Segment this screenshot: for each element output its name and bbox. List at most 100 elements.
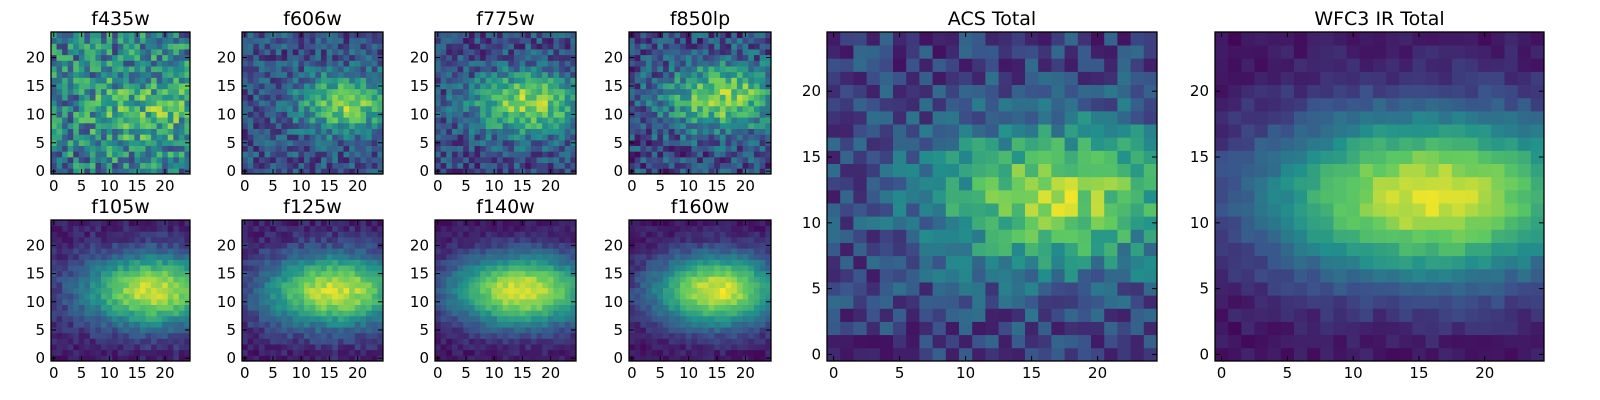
heatmap-cell <box>708 49 715 56</box>
heatmap-cell <box>714 321 721 328</box>
heatmap-cell <box>491 37 498 44</box>
heatmap-cell <box>559 253 566 260</box>
heatmap-cell <box>651 134 658 141</box>
heatmap-cell <box>309 332 316 339</box>
heatmap-cell <box>117 100 124 107</box>
heatmap-cell <box>519 122 526 129</box>
heatmap-cell <box>457 355 464 362</box>
heatmap-cell <box>697 321 704 328</box>
heatmap-cell <box>51 315 57 322</box>
heatmap-cell <box>123 265 130 272</box>
heatmap-cell <box>646 134 653 141</box>
heatmap-cell <box>134 83 141 90</box>
heatmap-cell <box>315 298 322 305</box>
heatmap-cell <box>360 349 367 356</box>
heatmap-cell <box>497 338 504 345</box>
heatmap-cell <box>67 32 74 39</box>
heatmap-cell <box>553 111 560 118</box>
heatmap-cell <box>553 37 560 44</box>
heatmap-cell <box>281 111 288 118</box>
heatmap-cell <box>491 327 498 334</box>
heatmap-cell <box>242 253 249 260</box>
heatmap-cell <box>242 282 249 289</box>
heatmap-cell <box>106 282 113 289</box>
heatmap-cell <box>542 139 549 146</box>
heatmap-cell <box>736 162 743 169</box>
heatmap-cell <box>714 134 721 141</box>
heatmap-cell <box>742 83 749 90</box>
heatmap-cell <box>178 54 185 61</box>
heatmap-cell <box>468 134 475 141</box>
heatmap-cell <box>332 315 339 322</box>
heatmap-cell <box>178 338 185 345</box>
heatmap-cell <box>685 88 692 95</box>
heatmap-cell <box>253 83 260 90</box>
heatmap-cell <box>89 327 96 334</box>
heatmap-cell <box>320 242 327 249</box>
heatmap-cell <box>468 293 475 300</box>
heatmap-cell <box>457 293 464 300</box>
heatmap-cell <box>657 128 664 135</box>
heatmap-cell <box>474 231 481 238</box>
heatmap-cell <box>326 66 333 73</box>
heatmap-cell <box>89 117 96 124</box>
heatmap-cell <box>463 105 470 112</box>
heatmap-cell <box>253 100 260 107</box>
heatmap-cell <box>564 282 571 289</box>
heatmap-cell <box>685 276 692 283</box>
heatmap-cell <box>151 327 158 334</box>
heatmap-cell <box>366 88 373 95</box>
heatmap-cell <box>680 321 687 328</box>
heatmap-cell <box>123 293 130 300</box>
heatmap-cell <box>513 287 520 294</box>
heatmap-cell <box>559 265 566 272</box>
heatmap-cell <box>502 156 509 164</box>
heatmap-cell <box>463 242 470 249</box>
heatmap-cell <box>178 66 185 73</box>
heatmap-cell <box>508 71 515 78</box>
heatmap-cell <box>112 220 119 227</box>
heatmap-cell <box>101 259 107 266</box>
heatmap-cells-f435w <box>51 32 191 175</box>
heatmap-cell <box>298 83 305 90</box>
heatmap-cell <box>360 43 367 50</box>
heatmap-cell <box>349 128 356 135</box>
heatmap-cell <box>697 43 704 50</box>
heatmap-cell <box>134 94 141 101</box>
heatmap-cell <box>508 60 515 67</box>
heatmap-cell <box>156 304 163 311</box>
heatmap-cell <box>753 298 761 305</box>
heatmap-cell <box>78 338 85 345</box>
heatmap-cell <box>247 66 254 73</box>
heatmap-cell <box>151 94 158 101</box>
heatmap-cell <box>264 220 271 227</box>
heatmap-cell <box>629 293 636 300</box>
heatmap-cell <box>634 349 641 356</box>
heatmap-cell <box>663 94 670 101</box>
heatmap-cell <box>371 145 378 152</box>
heatmap-cell <box>742 338 749 345</box>
heatmap-cell <box>184 310 191 317</box>
heatmap-cell <box>162 276 169 283</box>
heatmap-cell <box>354 231 361 238</box>
heatmap-cell <box>145 304 152 311</box>
heatmap-cell <box>491 71 498 78</box>
heatmap-cell <box>101 37 107 44</box>
heatmap-cell <box>287 298 294 305</box>
heatmap-cell <box>634 77 641 84</box>
heatmap-cell <box>134 37 141 44</box>
heatmap-cell <box>67 298 74 305</box>
heatmap-cell <box>634 287 641 294</box>
heatmap-cell <box>151 162 158 169</box>
heatmap-cell <box>106 100 113 107</box>
heatmap-cell <box>553 265 560 272</box>
heatmap-cell <box>446 298 453 305</box>
heatmap-cell <box>657 304 664 311</box>
heatmap-cell <box>440 60 447 67</box>
heatmap-cell <box>491 236 498 243</box>
heatmap-cell <box>759 88 766 95</box>
heatmap-cell <box>570 100 577 107</box>
heatmap-cell <box>753 134 761 141</box>
heatmap-cell <box>559 321 566 328</box>
heatmap-cell <box>167 349 174 356</box>
